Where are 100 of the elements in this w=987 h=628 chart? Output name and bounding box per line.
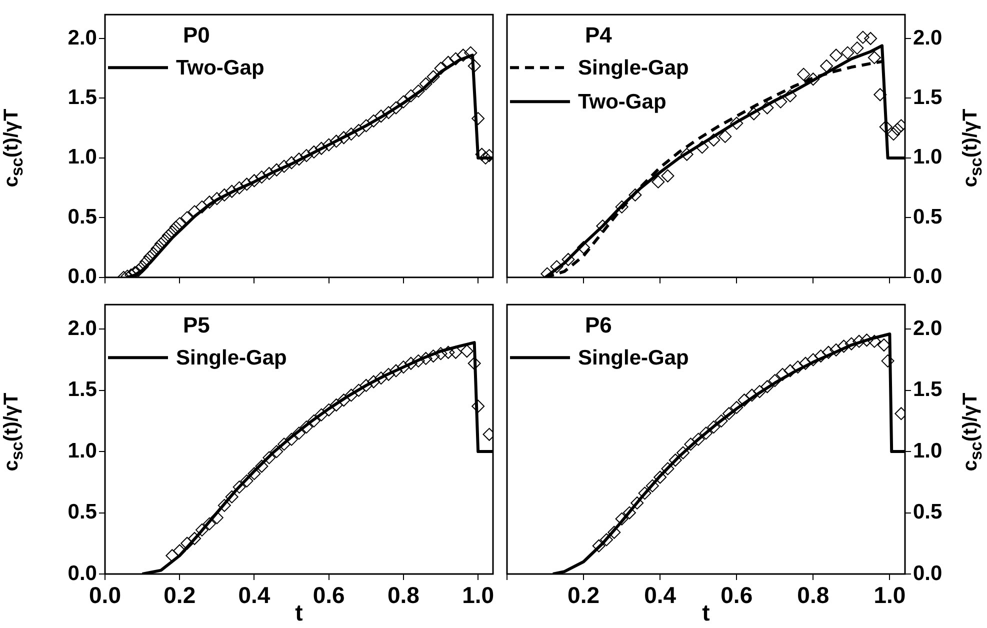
- point: [760, 101, 774, 114]
- point: [774, 95, 788, 108]
- point: [307, 414, 320, 428]
- point: [784, 364, 797, 378]
- point: [307, 145, 320, 158]
- point: [881, 354, 894, 368]
- point: [188, 532, 202, 545]
- point: [218, 498, 231, 512]
- x-tick-label: 0.0: [89, 582, 121, 608]
- point: [661, 169, 674, 182]
- point: [722, 407, 736, 420]
- point: [887, 128, 900, 141]
- point: [464, 46, 478, 60]
- point: [352, 124, 366, 137]
- point: [225, 490, 238, 504]
- y-tick-label: 0.0: [913, 562, 942, 585]
- point: [592, 539, 606, 552]
- point: [390, 101, 402, 114]
- point: [248, 174, 261, 188]
- point: [396, 360, 410, 374]
- point: [300, 149, 313, 162]
- point: [292, 152, 306, 166]
- point: [426, 350, 440, 363]
- point: [314, 408, 328, 422]
- point: [784, 89, 797, 102]
- point: [136, 260, 149, 274]
- point: [180, 211, 194, 224]
- point: [322, 403, 336, 416]
- point: [442, 56, 455, 69]
- point: [745, 388, 758, 402]
- point: [890, 122, 904, 136]
- point: [412, 354, 425, 368]
- point: [868, 51, 881, 64]
- point: [472, 112, 485, 126]
- point: [390, 364, 402, 378]
- point: [860, 334, 874, 347]
- point: [434, 347, 448, 360]
- point: [262, 166, 276, 180]
- point: [850, 42, 864, 55]
- y-tick-label: 0.0: [68, 562, 97, 585]
- x-axis-title: t: [702, 600, 710, 626]
- point: [337, 131, 350, 144]
- y-tick-label: 1.5: [68, 86, 98, 110]
- point: [684, 438, 698, 451]
- point: [638, 486, 652, 500]
- point: [707, 134, 720, 147]
- y-tick-label: 1.0: [68, 146, 97, 169]
- legend-label: Single-Gap: [578, 56, 689, 80]
- y-tick-label: 2.0: [68, 26, 97, 50]
- point: [382, 368, 396, 381]
- point: [367, 375, 380, 388]
- point: [738, 394, 751, 407]
- point: [322, 138, 336, 152]
- y-tick-label: 1.0: [913, 146, 942, 169]
- point: [830, 343, 843, 356]
- point: [240, 474, 254, 488]
- point: [360, 378, 373, 392]
- chart-title: P0: [183, 22, 210, 48]
- point: [837, 340, 850, 353]
- point: [714, 414, 728, 428]
- point: [562, 252, 575, 266]
- x-tick-label: 0.6: [312, 582, 345, 608]
- y-tick-label: 0.0: [68, 265, 97, 288]
- point: [577, 241, 590, 254]
- point: [262, 451, 276, 464]
- x-tick-label: 0.4: [238, 582, 270, 608]
- point: [822, 346, 835, 359]
- point: [628, 188, 642, 202]
- point: [707, 420, 720, 434]
- point: [747, 107, 760, 120]
- point: [300, 420, 313, 434]
- x-tick-label: 1.0: [462, 582, 494, 608]
- point: [412, 84, 425, 98]
- legend-label: Two-Gap: [176, 56, 264, 80]
- point: [806, 72, 820, 86]
- y-tick-label: 1.5: [913, 86, 943, 110]
- legend-label: Single-Gap: [578, 346, 689, 370]
- point: [396, 95, 410, 108]
- legend-label: Single-Gap: [176, 346, 287, 370]
- y-tick-label: 0.0: [913, 265, 942, 288]
- point: [797, 68, 810, 81]
- point: [608, 526, 621, 539]
- point: [600, 533, 613, 546]
- point: [615, 200, 628, 214]
- point: [879, 120, 892, 134]
- point: [173, 217, 186, 230]
- y-tick-label: 1.5: [68, 378, 98, 402]
- point: [225, 184, 238, 198]
- point: [285, 156, 298, 170]
- point: [460, 344, 474, 358]
- x-tick-label: 0.2: [164, 582, 196, 608]
- point: [615, 512, 628, 526]
- point: [166, 549, 179, 562]
- x-tick-label: 0.6: [720, 582, 753, 608]
- point: [877, 338, 890, 352]
- point: [337, 394, 350, 407]
- point: [210, 511, 224, 524]
- y-tick-label: 1.0: [68, 439, 97, 462]
- y-tick-label: 0.5: [913, 500, 943, 524]
- point: [240, 178, 254, 191]
